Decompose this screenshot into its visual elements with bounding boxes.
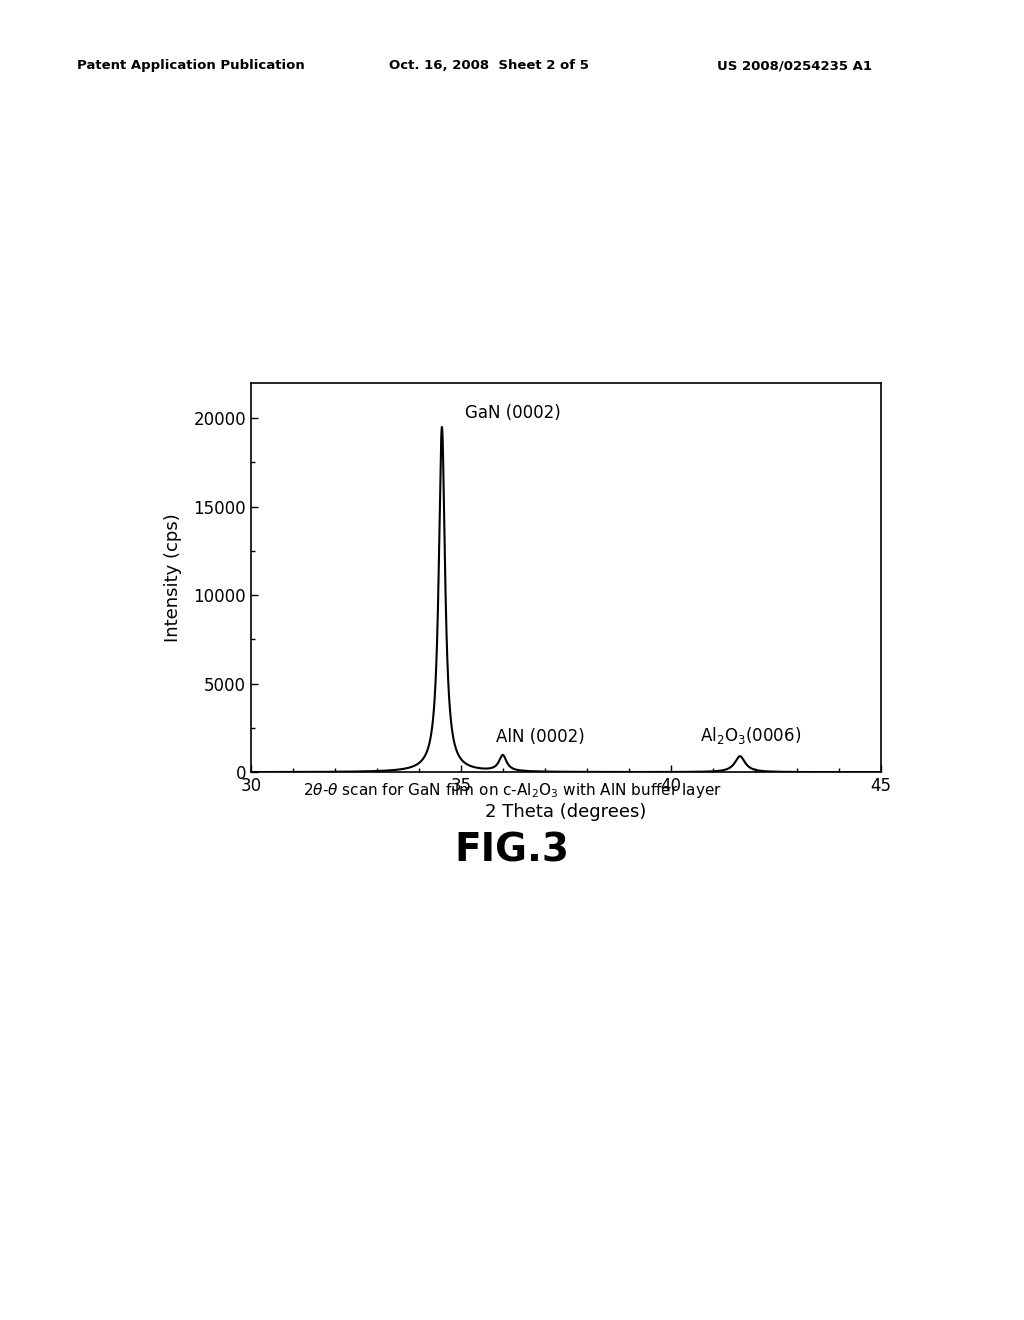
Text: FIG.3: FIG.3 — [455, 832, 569, 870]
Text: AlN (0002): AlN (0002) — [497, 727, 586, 746]
Text: Oct. 16, 2008  Sheet 2 of 5: Oct. 16, 2008 Sheet 2 of 5 — [389, 59, 589, 73]
Text: US 2008/0254235 A1: US 2008/0254235 A1 — [717, 59, 871, 73]
Text: Al$_2$O$_3$(0006): Al$_2$O$_3$(0006) — [700, 725, 801, 746]
Text: Patent Application Publication: Patent Application Publication — [77, 59, 304, 73]
Text: 2$\theta$-$\theta$ scan for GaN film on c-Al$_2$O$_3$ with AlN buffer layer: 2$\theta$-$\theta$ scan for GaN film on … — [303, 781, 721, 800]
X-axis label: 2 Theta (degrees): 2 Theta (degrees) — [485, 804, 646, 821]
Y-axis label: Intensity (cps): Intensity (cps) — [164, 513, 182, 642]
Text: GaN (0002): GaN (0002) — [465, 404, 561, 422]
